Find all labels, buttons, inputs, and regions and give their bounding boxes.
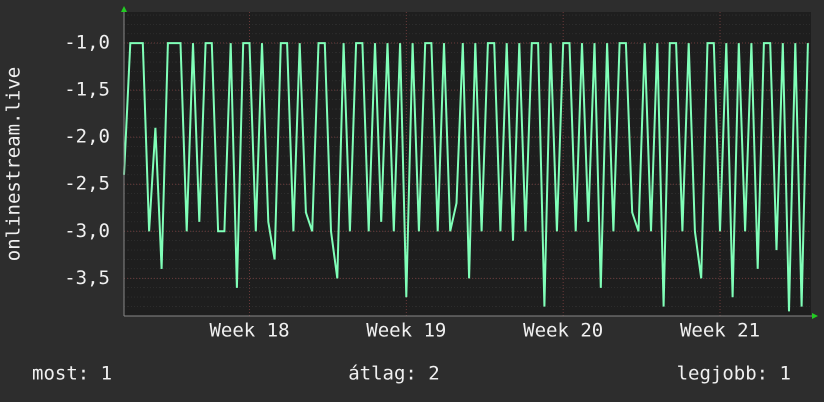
y-axis-label: onlinestream.live xyxy=(3,67,25,261)
x-tick-label: Week 19 xyxy=(366,320,446,342)
x-tick-label: Week 20 xyxy=(523,320,603,342)
x-tick-label: Week 21 xyxy=(680,320,760,342)
plot xyxy=(123,42,809,312)
minor-grid xyxy=(124,12,811,316)
y-tick-label: -1,0 xyxy=(64,32,110,54)
x-tick-label: Week 18 xyxy=(209,320,289,342)
y-tick-label: -2,0 xyxy=(64,126,110,148)
footer-best: legjobb: 1 xyxy=(677,363,791,385)
y-arrow xyxy=(121,6,127,12)
y-tick-label: -1,5 xyxy=(64,79,110,101)
y-tick-label: -2,5 xyxy=(64,173,110,195)
y-tick-label: -3,0 xyxy=(64,220,110,242)
x-arrow xyxy=(812,313,818,319)
footer-average: átlag: 2 xyxy=(348,363,440,385)
data-line xyxy=(123,42,809,312)
footer-current: most: 1 xyxy=(32,363,112,385)
y-tick-label: -3,5 xyxy=(64,267,110,289)
